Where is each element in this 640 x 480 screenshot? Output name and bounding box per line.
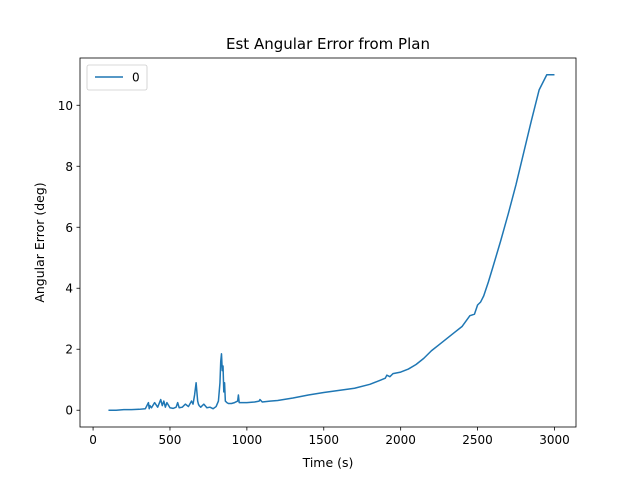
x-tick-label: 2000 (385, 433, 416, 447)
plot-frame (79, 57, 577, 428)
y-tick-label: 0 (65, 404, 73, 418)
y-axis-label: Angular Error (deg) (32, 182, 47, 302)
y-tick-label: 8 (65, 160, 73, 174)
legend-label: 0 (132, 71, 140, 85)
y-tick-label: 4 (65, 282, 73, 296)
y-tick-label: 2 (65, 343, 73, 357)
x-axis: 0 500 1000 1500 2000 2500 3000 (89, 427, 570, 447)
x-tick-label: 2500 (462, 433, 493, 447)
x-tick-label: 0 (89, 433, 97, 447)
plot-background (80, 58, 576, 427)
series-line-0 (108, 74, 555, 411)
x-tick-label: 1000 (232, 433, 263, 447)
x-axis-label: Time (s) (302, 455, 354, 470)
x-tick-label: 500 (159, 433, 182, 447)
y-tick-label: 10 (58, 99, 73, 113)
legend: 0 (86, 64, 148, 91)
x-tick-label: 3000 (539, 433, 570, 447)
series-layer (108, 74, 555, 411)
y-tick-label: 6 (65, 221, 73, 235)
y-axis: 0 2 4 6 8 10 (58, 99, 80, 418)
chart-title: Est Angular Error from Plan (226, 35, 430, 53)
x-tick-label: 1500 (308, 433, 339, 447)
